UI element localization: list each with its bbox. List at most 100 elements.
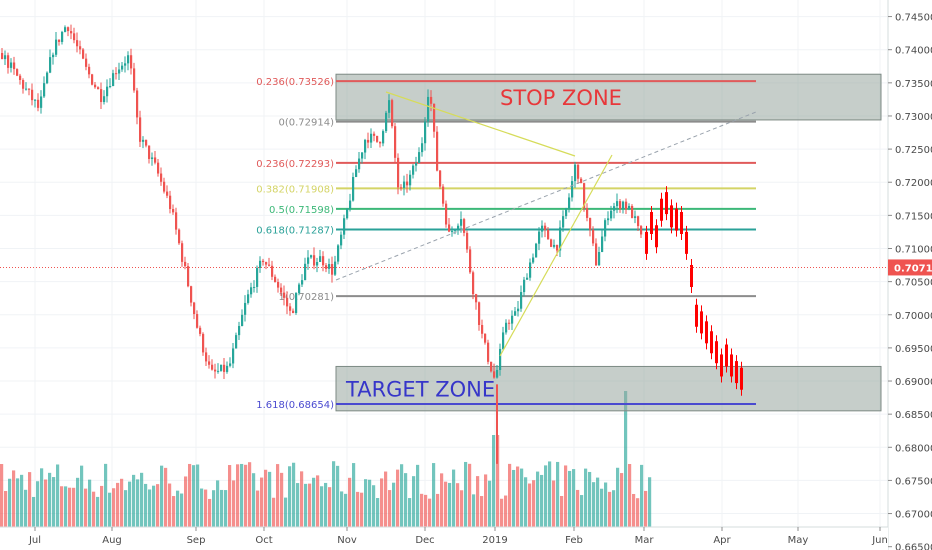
volume-bar — [560, 495, 564, 527]
volume-bar — [444, 481, 448, 527]
time-tick-label: 2019 — [482, 535, 507, 546]
candle-body — [334, 261, 337, 275]
candle-body — [187, 266, 190, 287]
volume-bar — [648, 477, 652, 527]
volume-bar — [168, 483, 172, 527]
candle-body — [76, 40, 79, 47]
candle-body — [361, 152, 364, 159]
volume-bar — [244, 464, 248, 527]
volume-bar — [72, 487, 76, 527]
candle-body — [622, 201, 625, 209]
candle-body — [16, 69, 19, 76]
candle-body — [19, 75, 22, 80]
volume-bar — [12, 470, 16, 527]
candle-body — [475, 294, 478, 303]
candle-body — [373, 133, 376, 136]
volume-bar — [484, 474, 488, 527]
candle-body — [82, 49, 85, 59]
time-axis[interactable]: Jul Aug Sep Oct Nov Dec 2019 Feb Mar Apr May Jun — [0, 526, 888, 550]
candle-body — [106, 86, 109, 97]
candle-body — [268, 264, 271, 266]
candle-body — [523, 279, 526, 293]
candle-body — [157, 162, 160, 174]
candle-body — [112, 73, 115, 87]
volume-bar — [616, 467, 620, 527]
candle-body — [109, 86, 112, 88]
trend-lines — [335, 91, 757, 357]
candle-body — [556, 244, 559, 251]
candle-body — [346, 208, 349, 219]
volume-bar — [308, 483, 312, 527]
volume-bar — [140, 472, 144, 527]
volume-bar — [468, 463, 472, 527]
volume-bar — [144, 483, 148, 527]
volume-bar — [20, 474, 24, 527]
candle-body — [97, 87, 100, 90]
volume-bar — [420, 493, 424, 527]
time-tick-label: May — [788, 535, 809, 546]
volume-bar — [612, 490, 616, 527]
volume-bar — [620, 473, 624, 527]
fib-label: 1(0.70281) — [278, 292, 334, 303]
candle-body — [628, 205, 631, 210]
candle-body — [397, 157, 400, 188]
candle-body — [85, 58, 88, 67]
candle-body — [328, 264, 331, 269]
candle-body — [238, 325, 241, 336]
time-tick-label: Mar — [635, 535, 655, 546]
candle-body — [580, 178, 583, 184]
fib-label: 0.236(0.73526) — [256, 77, 334, 88]
candle-body — [577, 164, 580, 179]
candle-body — [127, 55, 130, 64]
candle-body — [337, 245, 340, 262]
candle-body — [532, 257, 535, 263]
candle-body — [145, 139, 148, 146]
candle-body — [316, 261, 319, 266]
volume-bar — [504, 495, 508, 527]
volume-bar — [568, 470, 572, 527]
candle-body — [430, 96, 433, 104]
candle-body — [205, 352, 208, 362]
volume-bar — [28, 472, 32, 527]
zone-label: TARGET ZONE — [345, 378, 495, 402]
candle-body — [586, 208, 589, 218]
zone-label: STOP ZONE — [500, 86, 622, 110]
candle-body — [217, 370, 220, 372]
candle-body — [298, 284, 301, 294]
candle-body — [223, 364, 226, 372]
volume-bar — [84, 488, 88, 527]
volume-bar — [396, 469, 400, 527]
volume-bar — [564, 465, 568, 527]
volume-bar — [524, 477, 528, 527]
volume-bar — [408, 498, 412, 527]
volume-bar — [532, 480, 536, 527]
candle-body — [433, 103, 436, 132]
candle-body — [7, 55, 10, 68]
candle-body — [58, 39, 61, 42]
volume-bar — [508, 463, 512, 527]
volume-bar — [248, 462, 252, 527]
volume-bar — [376, 498, 380, 527]
volume-bar — [64, 486, 68, 527]
candle-body — [448, 224, 451, 232]
candle-body — [166, 191, 169, 196]
candle-body — [403, 181, 406, 188]
candle-body — [55, 39, 58, 55]
volume-bar — [188, 463, 192, 527]
volume-bar — [592, 482, 596, 527]
candle-body — [295, 293, 298, 314]
fib-label: 0.236(0.72293) — [256, 159, 334, 170]
time-tick-label: Aug — [102, 535, 122, 546]
candle-body — [514, 311, 517, 316]
candle-body — [589, 217, 592, 230]
volume-bar — [600, 488, 604, 527]
time-tick-label: Jun — [871, 535, 888, 546]
candle-body — [70, 31, 73, 34]
candle-body — [322, 256, 325, 266]
